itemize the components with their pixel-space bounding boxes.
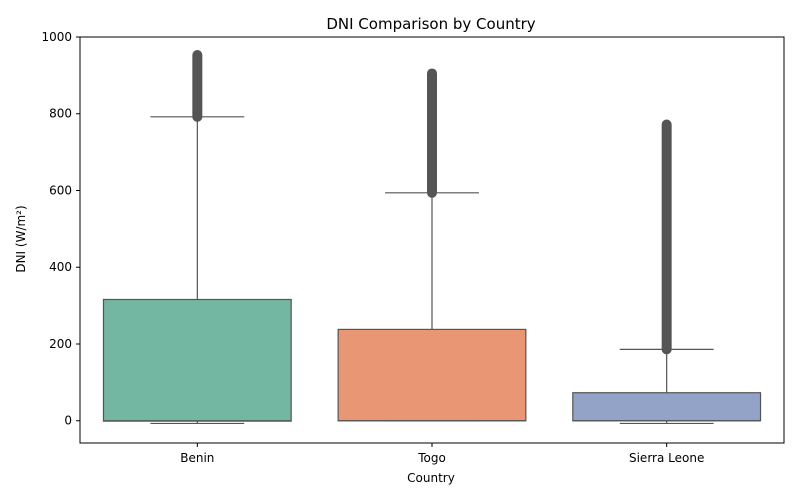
box-group-benin — [102, 50, 292, 425]
box-group-togo — [337, 68, 527, 422]
y-tick-label: 0 — [64, 414, 72, 428]
chart-title: DNI Comparison by Country — [326, 15, 535, 33]
box-group-sierra-leone — [572, 119, 762, 425]
x-tick-label: Benin — [180, 451, 214, 465]
box-iqr — [337, 328, 527, 422]
x-axis: Benin Togo Sierra Leone — [180, 443, 704, 465]
box-iqr — [572, 392, 762, 422]
y-tick-label: 1000 — [41, 30, 72, 44]
box-iqr — [102, 298, 292, 422]
y-tick-label: 400 — [49, 260, 72, 274]
y-tick-label: 600 — [49, 183, 72, 197]
y-tick-label: 800 — [49, 107, 72, 121]
y-axis-label: DNI (W/m²) — [14, 205, 28, 272]
x-tick-label: Togo — [417, 451, 446, 465]
x-tick-label: Sierra Leone — [629, 451, 704, 465]
y-axis: 0 200 400 600 800 1000 — [41, 30, 80, 428]
x-axis-label: Country — [407, 471, 455, 485]
chart-marks — [102, 50, 762, 425]
y-tick-label: 200 — [49, 337, 72, 351]
